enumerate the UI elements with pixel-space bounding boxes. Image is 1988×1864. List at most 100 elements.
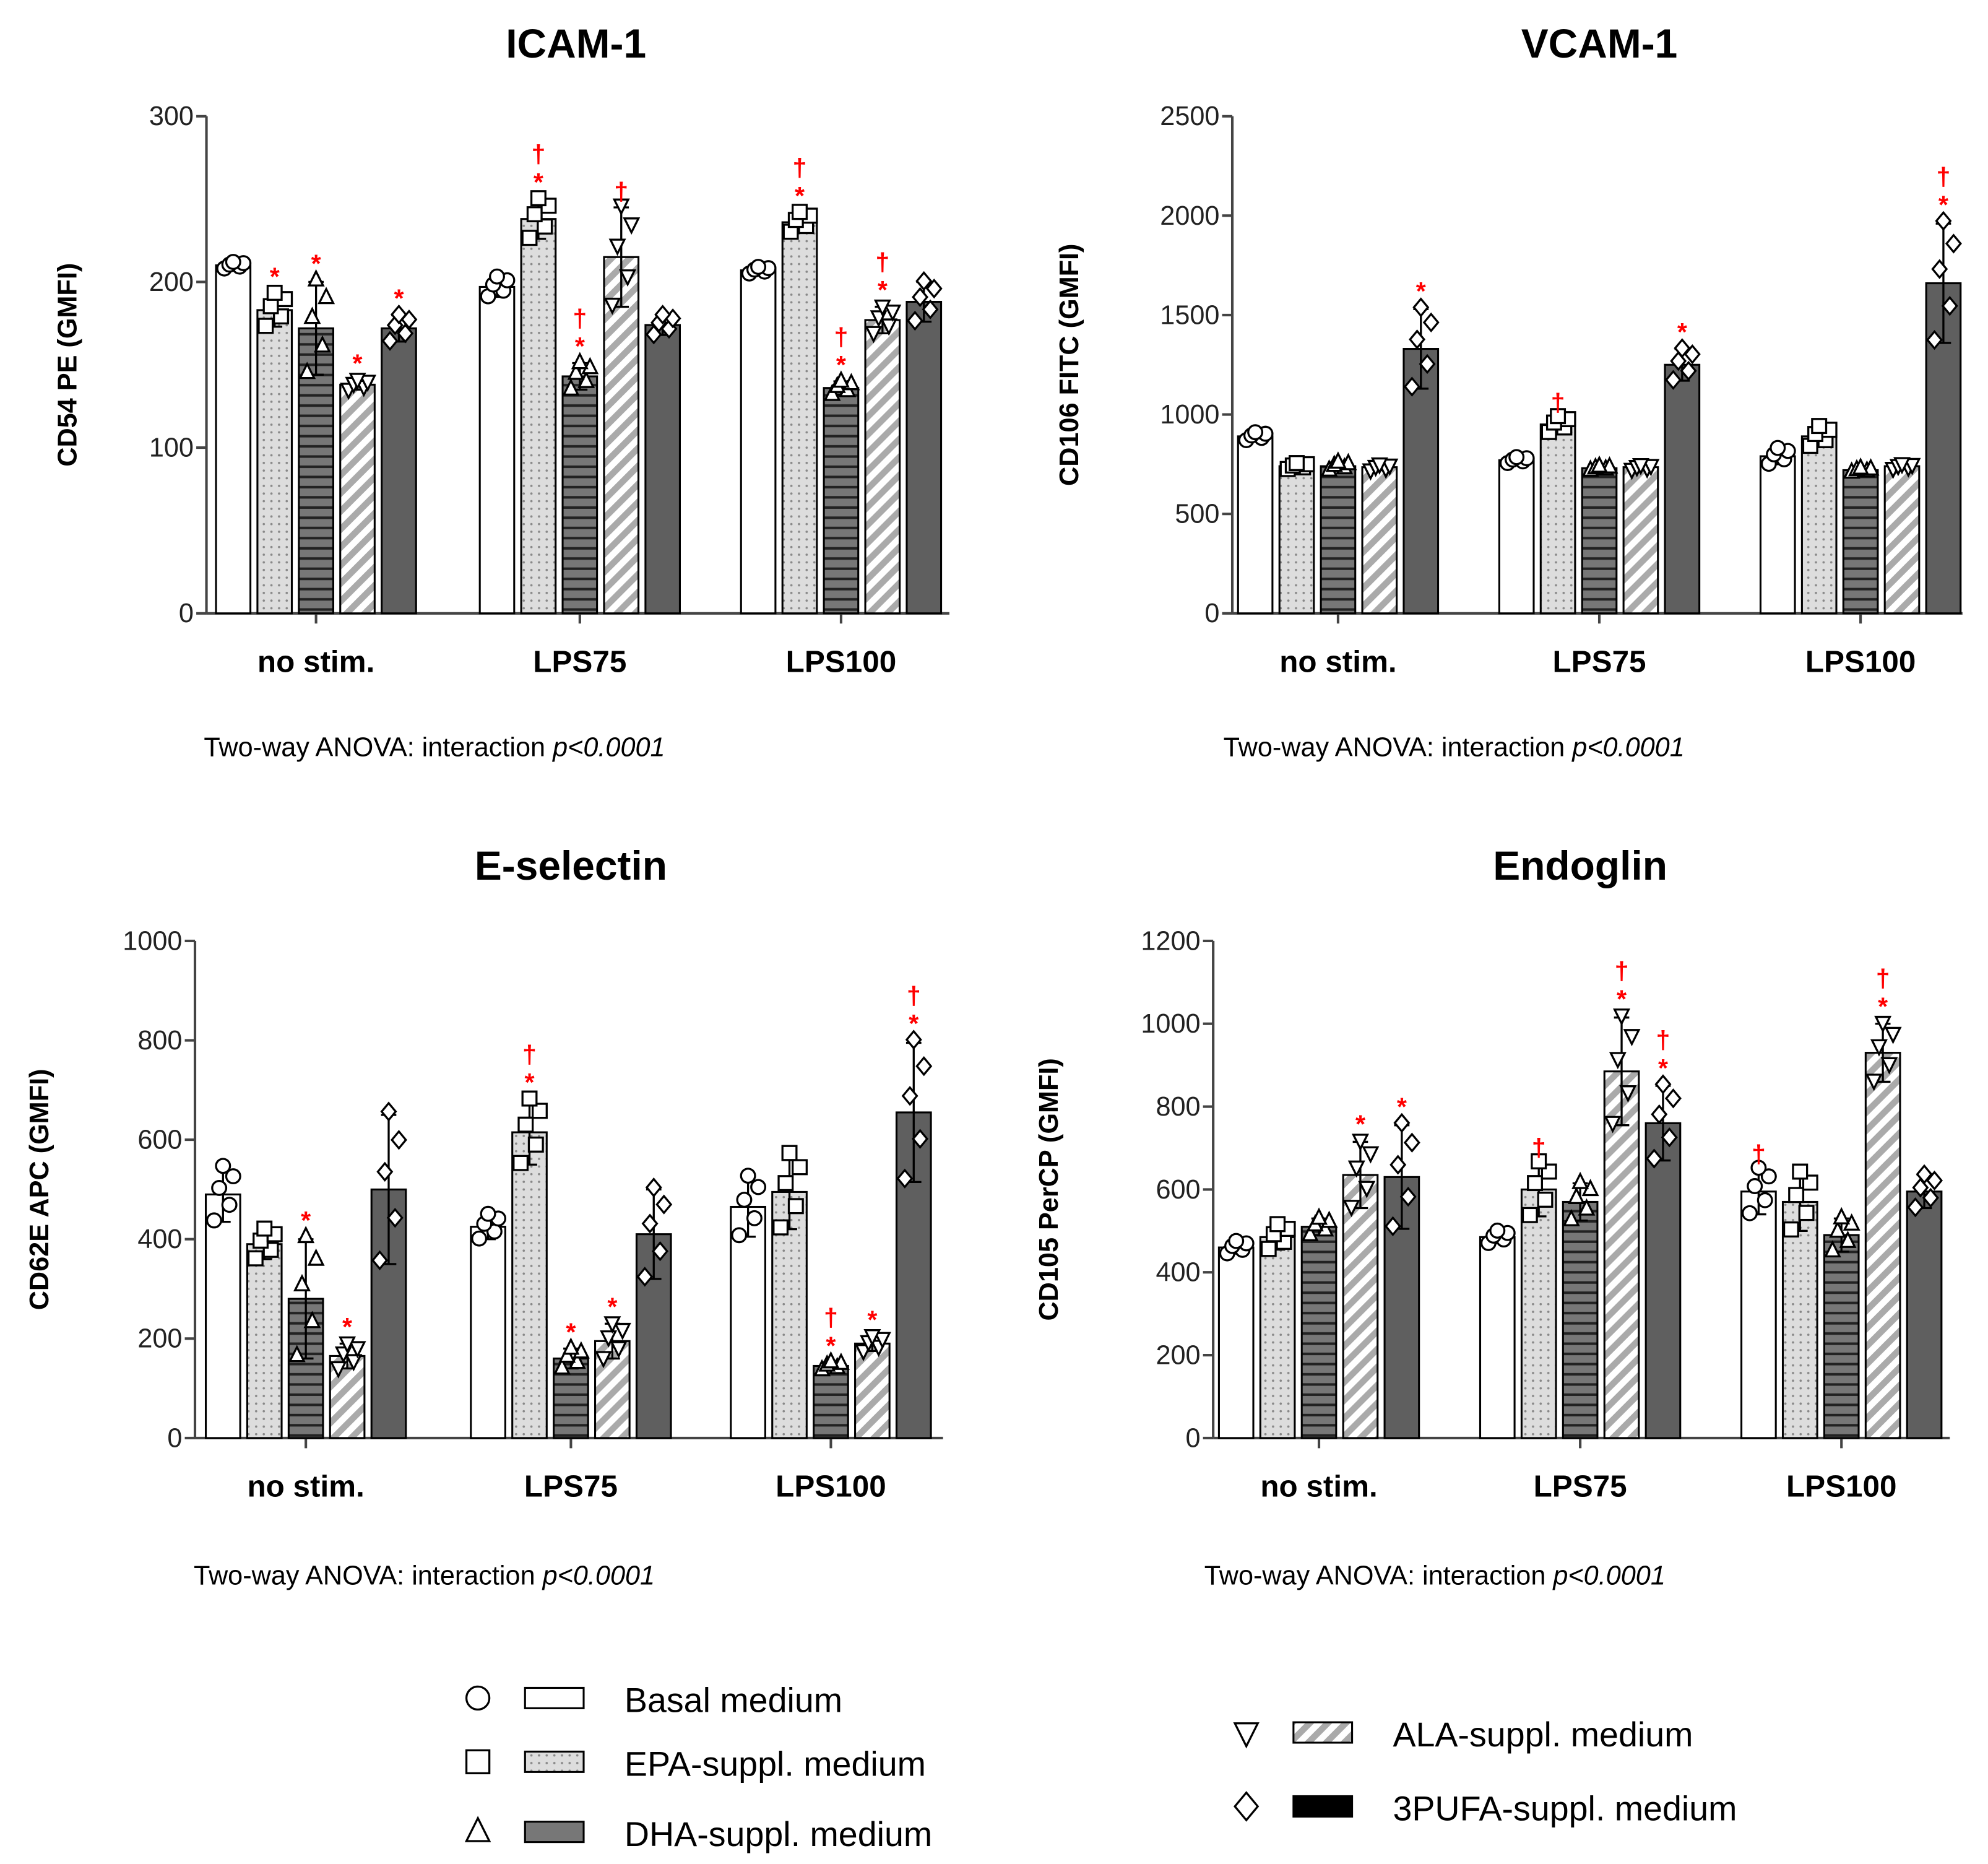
bar	[215, 264, 252, 615]
square-point-marker	[1260, 1241, 1277, 1257]
triangle-up-point-marker	[1839, 1230, 1857, 1248]
bar	[339, 383, 376, 615]
significance-dagger: †	[1615, 956, 1629, 985]
legend-diamond-icon	[1234, 1791, 1260, 1822]
x-tick-label: LPS75	[533, 644, 626, 678]
diamond-point-marker	[655, 1194, 673, 1215]
triangle-up-point-marker	[562, 1337, 580, 1355]
diamond-point-marker	[380, 1101, 397, 1122]
triangle-down-point-marker	[1613, 1008, 1631, 1026]
square-point-marker	[1798, 1205, 1815, 1221]
diamond-point-marker	[371, 1250, 389, 1271]
x-tick-label: no stim.	[247, 1470, 364, 1504]
diamond-point-marker	[1935, 210, 1952, 232]
significance-star: *	[534, 168, 543, 196]
diamond-point-marker	[390, 1130, 407, 1150]
square-point-marker	[527, 1136, 544, 1153]
circle-point-marker	[1489, 1222, 1506, 1239]
square-point-marker	[526, 206, 543, 223]
anova-p-value: p<0.0001	[551, 732, 665, 762]
diamond-point-marker	[645, 1177, 662, 1198]
triangle-up-point-marker	[1578, 1198, 1596, 1216]
legend-label: 3PUFA-suppl. medium	[1393, 1790, 1737, 1828]
square-point-marker	[787, 1198, 804, 1215]
bar	[603, 256, 640, 615]
significance-star: *	[607, 1293, 617, 1321]
circle-point-marker	[1760, 1168, 1777, 1185]
bar	[1664, 363, 1701, 615]
diamond-point-marker	[636, 1267, 654, 1287]
legend-swatch	[524, 1750, 585, 1773]
square-point-marker	[1269, 1216, 1286, 1233]
bar	[644, 324, 681, 615]
diamond-point-marker	[906, 310, 923, 331]
anova-prefix: Two-way ANOVA: interaction	[194, 1561, 543, 1591]
square-point-marker	[1289, 455, 1305, 472]
bar	[1320, 465, 1357, 615]
bar	[1781, 1200, 1818, 1439]
diamond-point-marker	[1409, 329, 1426, 350]
x-tick-label: no stim.	[1279, 644, 1396, 678]
bar	[1300, 1226, 1338, 1439]
triangle-down-point-marker	[619, 269, 637, 287]
triangle-down-point-marker	[348, 1341, 366, 1359]
legend-label: Basal medium	[624, 1681, 842, 1720]
bar	[1402, 348, 1440, 615]
bar	[1520, 1188, 1557, 1439]
diamond-point-marker	[1926, 1170, 1943, 1191]
significance-star: *	[1658, 1054, 1668, 1082]
anova-p-value: p<0.0001	[542, 1561, 655, 1591]
significance-star: *	[795, 181, 805, 210]
bar	[854, 1342, 891, 1439]
anova-p-value: p<0.0001	[1552, 1561, 1665, 1591]
diamond-point-marker	[1670, 350, 1687, 371]
legend-item: ALA-suppl. medium	[1233, 1715, 1693, 1754]
significance-star: *	[1355, 1110, 1365, 1138]
circle-point-marker	[750, 1179, 767, 1195]
y-tick-label: 0	[167, 1423, 182, 1453]
triangle-up-point-marker	[577, 370, 595, 388]
circle-point-marker	[740, 1168, 756, 1184]
y-tick-label: 0	[179, 599, 194, 628]
anova-note: Two-way ANOVA: interaction p<0.0001	[204, 732, 665, 762]
bar	[730, 1205, 766, 1439]
square-point-marker	[537, 218, 553, 235]
significance-dagger: †	[907, 981, 921, 1010]
bar	[1842, 469, 1879, 615]
triangle-down-point-marker	[873, 1332, 891, 1350]
diamond-point-marker	[1916, 1164, 1933, 1184]
bar	[1740, 1190, 1777, 1439]
bar	[740, 269, 777, 615]
triangle-down-point-marker	[1347, 1160, 1365, 1178]
triangle-up-point-marker	[822, 1351, 840, 1369]
significance-star: *	[301, 1206, 311, 1234]
triangle-down-point-marker	[1362, 1146, 1380, 1164]
significance-dagger: †	[793, 154, 807, 182]
triangle-down-point-marker	[1609, 1052, 1627, 1070]
x-tick-label: LPS75	[1534, 1470, 1627, 1504]
chart-title: E-selectin	[475, 843, 667, 888]
y-tick-label: 200	[149, 267, 194, 297]
y-tick-label: 300	[149, 102, 194, 131]
circle-point-marker	[736, 1192, 753, 1208]
diamond-point-marker	[901, 1086, 918, 1106]
square-point-marker	[521, 1090, 538, 1107]
significance-star: *	[1938, 191, 1948, 219]
triangle-up-point-marker	[553, 1357, 571, 1375]
diamond-point-marker	[915, 1056, 933, 1077]
anova-prefix: Two-way ANOVA: interaction	[1204, 1561, 1554, 1591]
anova-note: Two-way ANOVA: interaction p<0.0001	[194, 1561, 655, 1591]
triangle-up-point-marker	[288, 1345, 306, 1363]
y-tick-label: 400	[137, 1225, 182, 1254]
y-tick-label: 800	[1156, 1092, 1200, 1122]
anova-note: Two-way ANOVA: interaction p<0.0001	[1224, 732, 1685, 762]
y-tick-label: 1000	[1160, 400, 1219, 430]
y-tick-label: 800	[137, 1026, 182, 1056]
bar	[1479, 1236, 1516, 1439]
triangle-up-point-marker	[1852, 457, 1870, 475]
triangle-down-point-marker	[1874, 1015, 1892, 1033]
chart-panel-vcam-1: VCAM-1 CD106 FITC (GMFI) 0 500 1000 1500 2000 2…	[1055, 20, 1963, 762]
triangle-up-point-marker	[318, 287, 335, 305]
significance-dagger: †	[1551, 388, 1565, 417]
